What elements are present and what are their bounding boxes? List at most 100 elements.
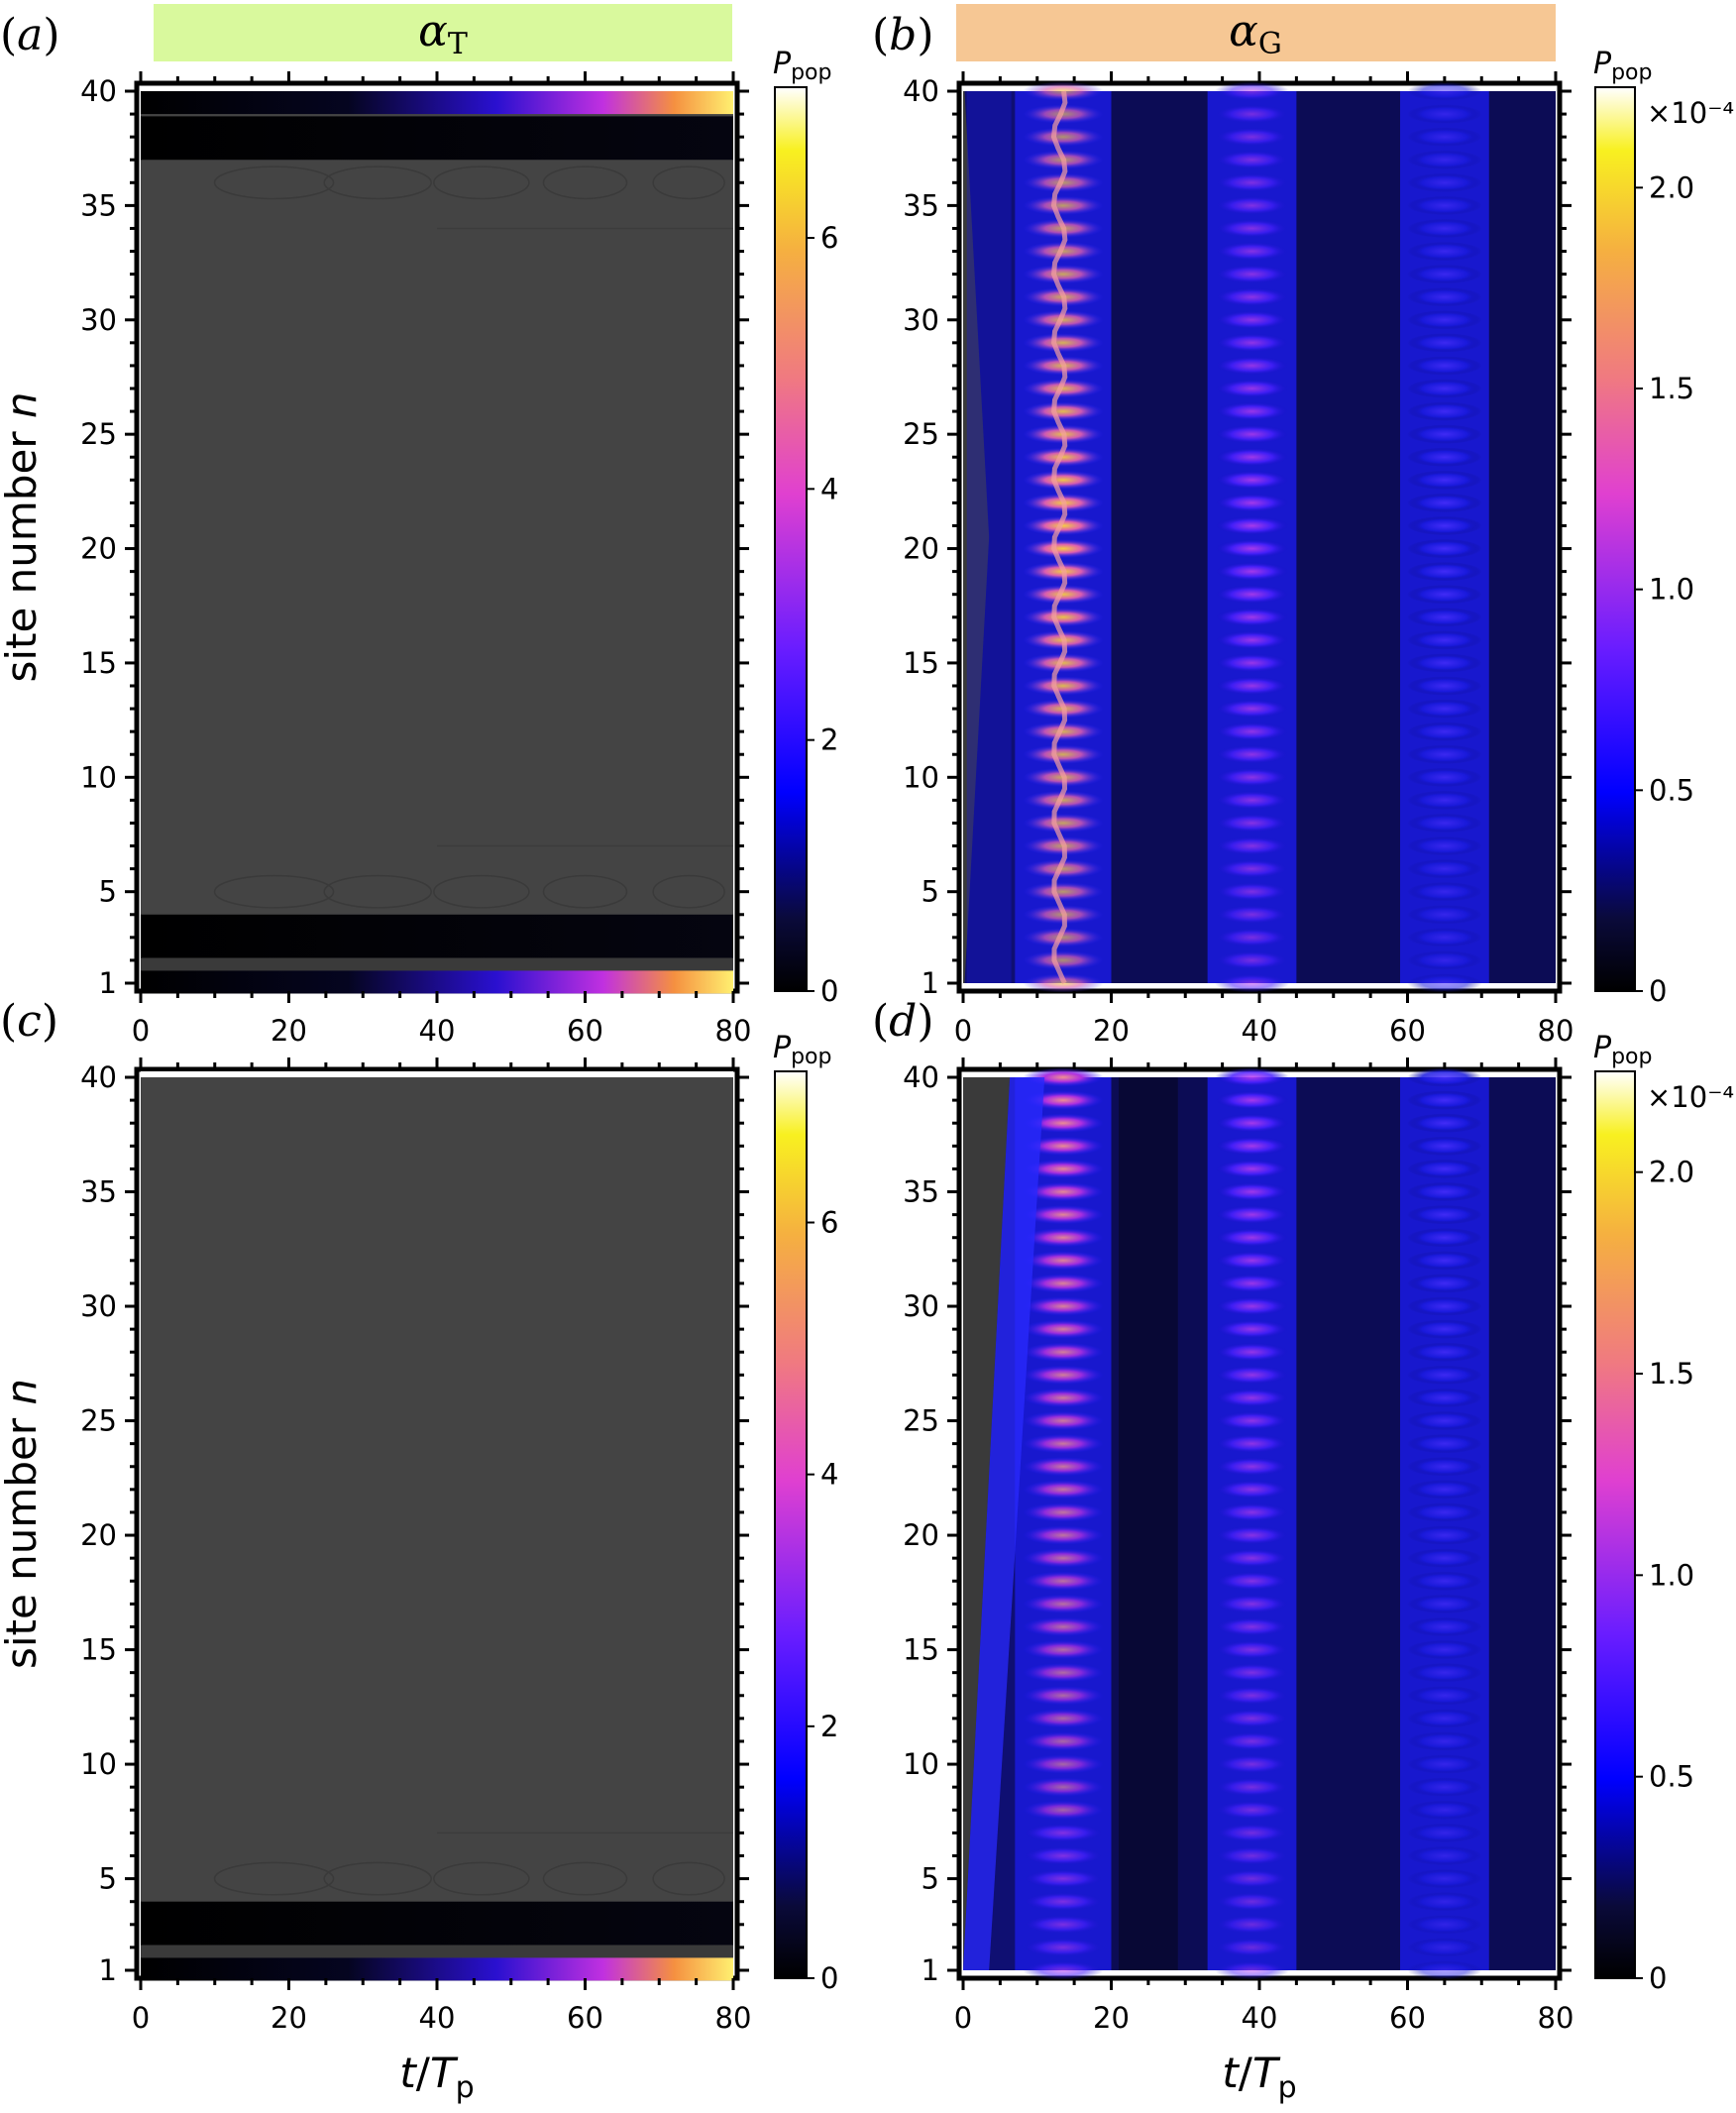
site-blob bbox=[1407, 585, 1482, 605]
site-blob bbox=[1407, 1067, 1482, 1087]
site-blob bbox=[1214, 1067, 1290, 1087]
site-blob bbox=[1023, 1823, 1104, 1843]
edge-dark-band bbox=[141, 914, 733, 958]
site-blob bbox=[1214, 310, 1290, 330]
site-blob bbox=[1407, 1251, 1482, 1271]
site-blob bbox=[1407, 1868, 1482, 1889]
y-tick-label: 1 bbox=[99, 966, 117, 1000]
site-blob bbox=[1407, 561, 1482, 582]
site-blob bbox=[1023, 1616, 1104, 1637]
site-blob bbox=[1023, 950, 1104, 970]
x-tick-label: 20 bbox=[1093, 1014, 1130, 1048]
site-blob bbox=[1407, 1502, 1482, 1522]
x-tick-label: 0 bbox=[954, 1014, 972, 1048]
site-blob bbox=[1023, 515, 1104, 536]
bulk-band bbox=[1400, 1077, 1489, 1970]
site-blob bbox=[1023, 1709, 1104, 1728]
y-tick-label: 5 bbox=[922, 1862, 939, 1896]
site-blob bbox=[1023, 1136, 1104, 1157]
interference-ring bbox=[323, 874, 432, 909]
site-blob bbox=[1407, 1960, 1482, 1980]
y-tick-label: 30 bbox=[903, 303, 939, 337]
interference-ring bbox=[213, 1861, 335, 1896]
colorbar-tick-label: 1.5 bbox=[1649, 1357, 1694, 1390]
site-blob bbox=[1214, 1800, 1290, 1820]
site-blob bbox=[1214, 1709, 1290, 1728]
site-blob bbox=[1407, 241, 1482, 262]
panel-label: (b) bbox=[872, 10, 934, 60]
site-blob bbox=[1023, 653, 1104, 673]
colorbar-gradient bbox=[1594, 1070, 1636, 1979]
dark-gap-band bbox=[1111, 91, 1208, 983]
site-blob bbox=[1214, 1548, 1290, 1568]
y-tick-label: 25 bbox=[80, 417, 117, 451]
site-blob bbox=[1214, 1090, 1290, 1110]
site-blob bbox=[1407, 608, 1482, 627]
site-blob bbox=[1023, 744, 1104, 764]
site-blob bbox=[1023, 676, 1104, 696]
site-blob bbox=[1407, 127, 1482, 147]
y-tick-label: 10 bbox=[903, 760, 939, 794]
site-blob bbox=[1214, 470, 1290, 490]
site-blob bbox=[1023, 608, 1104, 627]
site-blob bbox=[1023, 1480, 1104, 1500]
site-blob bbox=[1023, 1365, 1104, 1386]
site-blob bbox=[1214, 1274, 1290, 1293]
bulk-band bbox=[1400, 91, 1489, 983]
site-blob bbox=[1407, 401, 1482, 421]
site-blob bbox=[1214, 104, 1290, 124]
edge-gap bbox=[141, 957, 733, 971]
site-blob bbox=[1023, 310, 1104, 330]
site-blob bbox=[1214, 447, 1290, 467]
site-blob bbox=[1214, 493, 1290, 513]
site-blob bbox=[1407, 1204, 1482, 1225]
site-blob bbox=[1214, 1731, 1290, 1751]
x-tick-label: 0 bbox=[132, 2001, 150, 2035]
site-blob bbox=[1407, 172, 1482, 192]
site-blob bbox=[1407, 676, 1482, 696]
site-blob bbox=[1214, 515, 1290, 536]
colorbar-gradient bbox=[774, 1070, 808, 1979]
site-blob bbox=[1407, 744, 1482, 764]
interference-ring bbox=[433, 874, 530, 909]
x-tick-label: 80 bbox=[715, 2001, 752, 2035]
site-blob bbox=[1407, 835, 1482, 856]
site-blob bbox=[1214, 858, 1290, 879]
y-tick-label: 1 bbox=[99, 1953, 117, 1987]
site-blob bbox=[1023, 585, 1104, 605]
site-blob bbox=[1214, 356, 1290, 376]
colorbar-title: Ppop bbox=[773, 1031, 831, 1069]
site-blob bbox=[1214, 1960, 1290, 1980]
site-blob bbox=[1214, 561, 1290, 582]
x-tick-label: 0 bbox=[954, 2001, 972, 2035]
y-tick-label: 35 bbox=[80, 188, 117, 222]
site-blob bbox=[1407, 1845, 1482, 1866]
site-blob bbox=[1023, 195, 1104, 216]
site-blob bbox=[1407, 493, 1482, 513]
site-blob bbox=[1407, 1731, 1482, 1751]
colorbar-tick-label: 4 bbox=[820, 472, 838, 505]
x-tick-label: 40 bbox=[1242, 2001, 1278, 2035]
top-gap bbox=[141, 1071, 733, 1077]
site-blob bbox=[1407, 1113, 1482, 1133]
site-blob bbox=[1407, 699, 1482, 719]
x-tick-label: 60 bbox=[1389, 1014, 1426, 1048]
site-blob bbox=[1023, 1639, 1104, 1660]
edge-gap bbox=[141, 1945, 733, 1958]
site-blob bbox=[1023, 1891, 1104, 1912]
panel-label: (c) bbox=[0, 996, 58, 1047]
y-tick-label: 15 bbox=[903, 646, 939, 680]
site-blob bbox=[1023, 1113, 1104, 1133]
y-tick-label: 30 bbox=[903, 1289, 939, 1323]
site-blob bbox=[1214, 1319, 1290, 1339]
bulk-band bbox=[1207, 91, 1297, 983]
interference-ring bbox=[213, 166, 335, 200]
colorbar-tick-label: 1.0 bbox=[1649, 573, 1694, 607]
site-blob bbox=[1407, 1686, 1482, 1706]
site-blob bbox=[1023, 1433, 1104, 1454]
dark-gap-band bbox=[1488, 1077, 1556, 1970]
site-blob bbox=[1407, 1938, 1482, 1957]
site-blob bbox=[1407, 538, 1482, 559]
site-blob bbox=[1407, 858, 1482, 879]
